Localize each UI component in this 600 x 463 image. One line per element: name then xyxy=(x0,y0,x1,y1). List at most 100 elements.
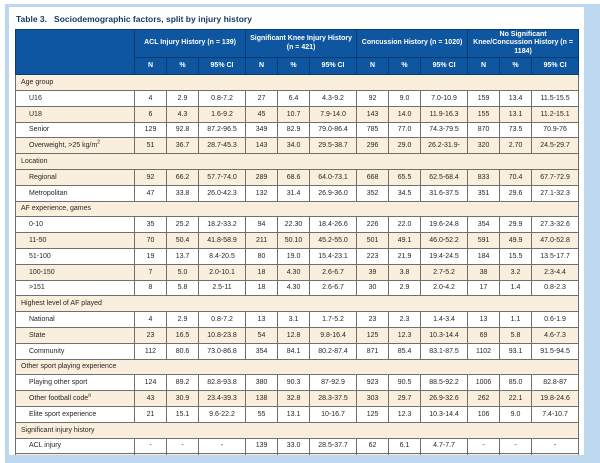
data-cell: 30.9 xyxy=(166,390,199,407)
data-cell: 1.6-9.2 xyxy=(197,105,247,123)
table-row: 11-50 70 50.4 41.8-58.9 211 50.10 45.2-55.0 501… xyxy=(15,232,580,249)
data-cell: 7.9-14.0 xyxy=(309,105,358,123)
data-cell: 23 xyxy=(134,326,167,344)
data-cell: 11.9-16.3 xyxy=(420,105,469,123)
data-cell: 2.0-10.1 xyxy=(197,263,247,281)
data-cell: 4.30 xyxy=(277,263,311,281)
data-cell: 80 xyxy=(245,247,279,265)
sub-header-ci: 95% CI xyxy=(309,57,358,76)
table-row: National 4 2.9 0.8-7.2 13 3.1 1.7-5.2 23 2.3 1.4-… xyxy=(15,311,580,328)
data-cell: 262 xyxy=(467,390,501,407)
data-cell: 28.7-45.3 xyxy=(197,137,247,155)
data-cell: 143 xyxy=(356,105,390,123)
data-cell: 9.0 xyxy=(499,405,533,423)
data-cell: 1006 xyxy=(467,374,501,392)
data-cell: 33.0 xyxy=(277,437,311,455)
data-cell: 192 xyxy=(356,453,390,455)
data-cell: 46.0-52.2 xyxy=(420,232,469,249)
data-cell: 0.8-7.2 xyxy=(197,311,247,328)
data-cell: 4.3-9.2 xyxy=(309,89,358,107)
data-cell: - xyxy=(166,437,199,455)
data-cell: 62.5-68.4 xyxy=(420,168,469,186)
data-cell: 80.6 xyxy=(166,342,199,360)
group-header-acl: ACL Injury History (n = 139) xyxy=(133,28,247,59)
data-cell: 223 xyxy=(356,247,390,265)
corner-cell xyxy=(15,28,135,76)
table-card: Table 3. Sociodemographic factors, split … xyxy=(9,7,584,455)
data-cell: 87.2-96.5 xyxy=(197,121,247,139)
data-cell: - xyxy=(499,437,533,455)
data-cell: 13.1 xyxy=(499,105,533,123)
data-cell: 112 xyxy=(134,342,167,360)
data-cell: 351 xyxy=(467,184,501,202)
data-cell: 57.7-74.0 xyxy=(197,168,247,186)
data-cell: 10.7 xyxy=(277,105,311,123)
data-cell: - xyxy=(531,453,580,455)
data-cell: 13.1 xyxy=(277,405,311,423)
table-row: Playing other sport 124 89.2 82.8-93.8 380 90… xyxy=(15,374,580,392)
data-cell: 70 xyxy=(134,232,167,249)
section-header-row: Location xyxy=(14,153,580,170)
data-cell: - xyxy=(245,453,279,455)
row-label: U16 xyxy=(15,89,135,107)
row-label: 0-10 xyxy=(15,216,135,234)
table-body: Age group U16 4 2.9 0.8-7.2 27 6.4 4.3-9.2 92 9.0… xyxy=(14,74,580,455)
data-cell: 2.9 xyxy=(166,311,199,328)
data-cell: 30 xyxy=(356,279,390,297)
data-cell: 18 xyxy=(245,279,279,297)
data-cell: 89.2 xyxy=(166,374,199,392)
data-cell: - xyxy=(134,437,167,455)
data-cell: 124 xyxy=(134,374,167,392)
data-cell: 49.9 xyxy=(499,232,533,249)
data-cell: 73.0-86.8 xyxy=(197,342,247,360)
row-label: Senior xyxy=(15,121,135,139)
row-label: Regional xyxy=(15,168,135,186)
data-cell: 14.0 xyxy=(388,105,422,123)
data-cell: 870 xyxy=(467,121,501,139)
data-cell: 79.0-86.4 xyxy=(309,121,358,139)
data-cell: 27.1-32.3 xyxy=(531,184,580,202)
data-cell: 23.4-39.3 xyxy=(197,390,247,407)
data-cell: 85.4 xyxy=(388,342,422,360)
data-cell: 19 xyxy=(134,247,167,265)
data-cell: 90.5 xyxy=(388,374,422,392)
data-cell: 26.0-42.3 xyxy=(197,184,247,202)
data-cell: 2.70 xyxy=(499,137,533,155)
row-label: >151 xyxy=(15,279,135,297)
data-cell: 3.1 xyxy=(277,311,311,328)
data-cell: 83.1-87.5 xyxy=(420,342,469,360)
data-cell: 91.5-94.5 xyxy=(531,342,580,360)
data-cell: 871 xyxy=(356,342,390,360)
data-cell: 66.2 xyxy=(166,168,199,186)
data-cell: 33.8 xyxy=(166,184,199,202)
table-row: Senior 129 92.8 87.2-96.5 349 82.9 79.0-86.4 78… xyxy=(15,121,580,139)
group-header-knee: Significant Knee Injury History (n = 421… xyxy=(245,28,358,59)
table-row: Metropolitan 47 33.8 26.0-42.3 132 31.4 26.9-3… xyxy=(15,184,580,202)
data-cell: 15.5 xyxy=(499,247,533,265)
data-cell: 92 xyxy=(134,168,167,186)
data-cell: - xyxy=(467,437,501,455)
data-cell: 21 xyxy=(134,405,167,423)
data-cell: 2.3 xyxy=(388,311,422,328)
sub-header-row: N % 95% CI N % 95% CI N % 95% CI N % 95%… xyxy=(16,57,580,76)
data-cell: - xyxy=(499,453,533,455)
data-cell: 77.0 xyxy=(388,121,422,139)
data-cell: 13.4 xyxy=(499,89,533,107)
data-cell: 8 xyxy=(134,279,167,297)
data-cell: 32.8 xyxy=(277,390,311,407)
table-row: State 23 16.5 10.8-23.8 54 12.8 9.8-16.4 125 12.… xyxy=(15,326,580,344)
data-cell: 27 xyxy=(245,89,279,107)
data-cell: 28.3-37.5 xyxy=(309,390,358,407)
data-cell: 50.10 xyxy=(277,232,311,249)
data-cell: 106 xyxy=(467,405,501,423)
data-cell: 10.3-14.4 xyxy=(420,326,469,344)
table-row: 100-150 7 5.0 2.0-10.1 18 4.30 2.6-6.7 39 3.8 2.7… xyxy=(15,263,580,281)
data-cell: 159 xyxy=(467,89,501,107)
data-cell: 296 xyxy=(356,137,390,155)
data-cell: 15.1 xyxy=(166,405,199,423)
section-header-label: Highest level of AF played xyxy=(14,295,580,313)
data-cell: 1102 xyxy=(467,342,501,360)
data-cell: 34.0 xyxy=(277,137,311,155)
group-header-concussion: Concussion History (n = 1020) xyxy=(356,28,469,59)
data-cell: 4.6-7.3 xyxy=(531,326,580,344)
